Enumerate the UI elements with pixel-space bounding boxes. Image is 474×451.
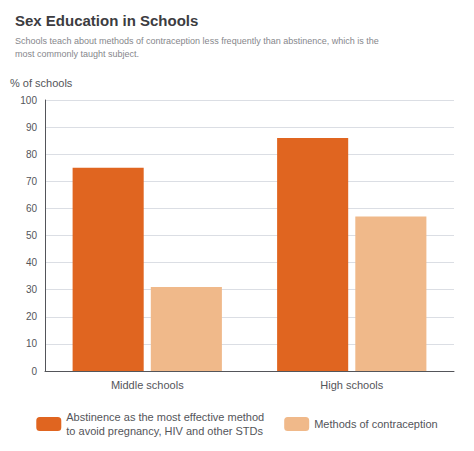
svg-text:Schools teach about methods of: Schools teach about methods of contracep… — [15, 36, 379, 46]
svg-text:most commonly taught subject.: most commonly taught subject. — [15, 49, 139, 59]
svg-text:40: 40 — [26, 257, 38, 268]
svg-text:High schools: High schools — [320, 379, 383, 391]
svg-text:0: 0 — [31, 366, 37, 377]
svg-text:50: 50 — [26, 230, 38, 241]
svg-text:90: 90 — [26, 122, 38, 133]
svg-text:to avoid pregnancy, HIV and ot: to avoid pregnancy, HIV and other STDs — [66, 425, 263, 437]
svg-text:Sex Education in Schools: Sex Education in Schools — [15, 12, 198, 29]
svg-text:30: 30 — [26, 284, 38, 295]
svg-text:100: 100 — [20, 95, 37, 106]
svg-text:Abstinence as the most effecti: Abstinence as the most effective method — [66, 411, 264, 423]
svg-text:60: 60 — [26, 203, 38, 214]
svg-text:80: 80 — [26, 149, 38, 160]
svg-text:20: 20 — [26, 311, 38, 322]
svg-text:% of schools: % of schools — [10, 77, 73, 89]
svg-text:70: 70 — [26, 176, 38, 187]
svg-text:Middle schools: Middle schools — [111, 379, 184, 391]
svg-text:Methods of contraception: Methods of contraception — [314, 418, 438, 430]
svg-text:10: 10 — [26, 338, 38, 349]
